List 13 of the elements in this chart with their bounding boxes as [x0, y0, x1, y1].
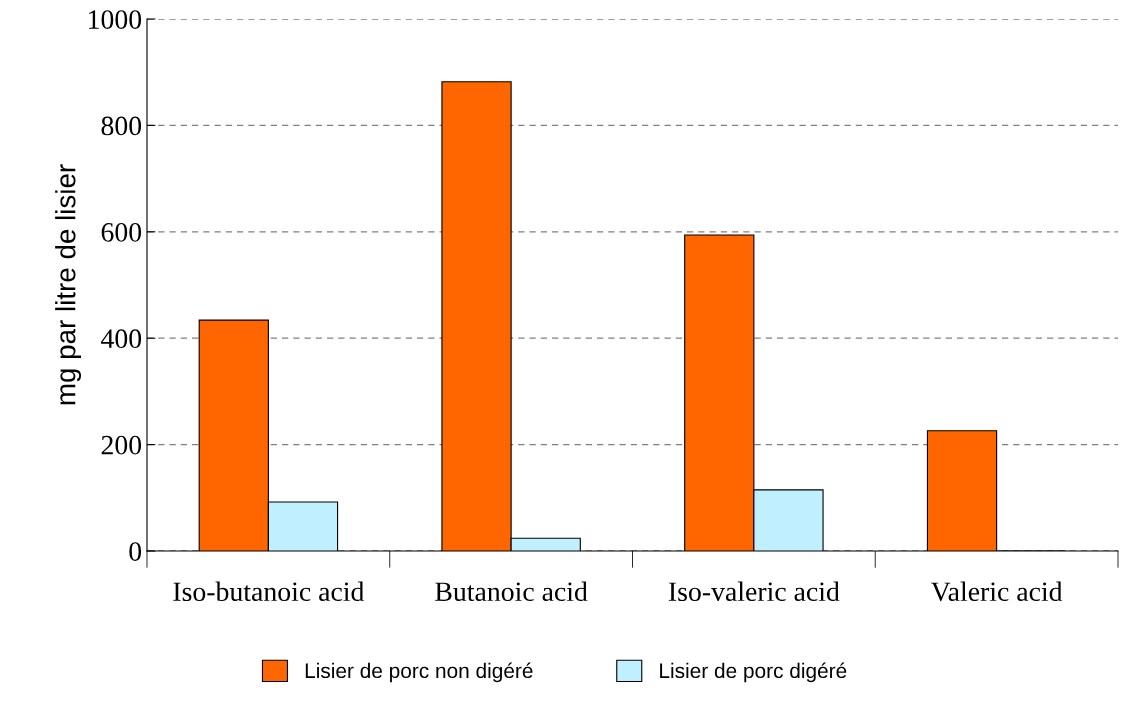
x-tick-label: Valeric acid: [931, 581, 1063, 602]
y-tick-label: 0: [129, 542, 142, 561]
y-tick-label: 1000: [89, 10, 142, 29]
legend-label: Lisier de porc non digéré: [305, 662, 533, 683]
x-tick-label: Butanoic acid: [435, 581, 588, 602]
y-tick-label: 200: [101, 435, 142, 455]
y-tick-label: 600: [101, 222, 142, 242]
y-axis-title: mg par litre de lisier: [55, 164, 82, 405]
legend-label: Lisier de porc digéré: [660, 662, 847, 683]
x-tick-label: Iso-butanoic acid: [173, 581, 365, 602]
y-tick-label: 800: [101, 116, 142, 136]
x-tick-label: Iso-valeric acid: [668, 581, 840, 602]
y-tick-label: 400: [101, 329, 142, 349]
